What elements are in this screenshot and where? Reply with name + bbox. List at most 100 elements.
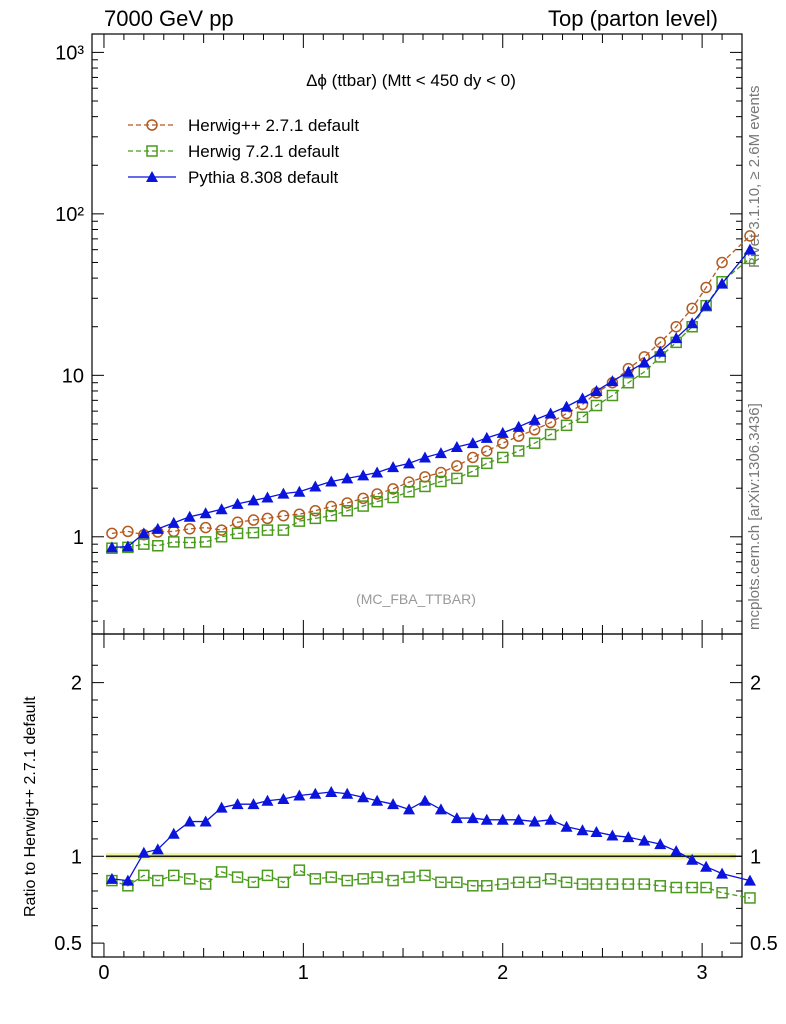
ratio-series-1 <box>105 786 756 886</box>
data-point <box>590 384 603 396</box>
ratio-data-point <box>167 869 180 882</box>
data-point <box>743 243 756 255</box>
ratio-y-tick-label: 1 <box>71 846 82 868</box>
data-point <box>744 230 756 242</box>
ratio-data-point <box>231 798 244 810</box>
ratio-data-point <box>357 873 369 885</box>
ratio-data-point <box>199 878 212 890</box>
ratio-data-point <box>137 846 150 858</box>
ratio-data-point <box>544 813 557 825</box>
data-point <box>622 365 635 377</box>
ratio-data-point <box>293 789 306 801</box>
data-point <box>560 400 573 412</box>
ratio-data-point <box>371 871 383 883</box>
data-point <box>325 500 338 513</box>
ratio-data-point <box>700 860 713 872</box>
series-0 <box>106 230 756 541</box>
main-panel: 1 10 10² 10³ Δϕ (ttbar) (Mtt < 450 dy < 0) (M… <box>55 33 756 635</box>
ratio-data-point <box>560 876 573 889</box>
data-point <box>576 392 589 404</box>
ratio-data-point <box>743 874 756 886</box>
data-point <box>151 522 164 534</box>
ratio-data-point <box>357 791 370 803</box>
data-point <box>167 516 180 528</box>
ratio-data-point <box>654 880 667 892</box>
data-point <box>293 485 306 497</box>
ratio-data-point <box>606 878 619 890</box>
data-point <box>418 451 431 463</box>
data-point <box>528 437 541 449</box>
data-point <box>293 515 306 527</box>
x-tick-label: 2 <box>497 962 508 984</box>
legend-marker <box>146 171 158 182</box>
ratio-data-point <box>590 825 603 837</box>
data-point <box>654 345 667 357</box>
ratio-data-point <box>606 829 619 841</box>
data-point <box>183 536 196 549</box>
data-point <box>451 472 463 485</box>
data-point <box>325 475 338 487</box>
ratio-data-point <box>183 815 196 827</box>
ratio-data-point <box>528 876 541 889</box>
ratio-data-point <box>371 794 384 806</box>
series-2 <box>105 243 756 553</box>
ratio-data-point <box>638 878 651 890</box>
data-point <box>496 437 509 449</box>
data-point <box>716 277 729 289</box>
ratio-data-point <box>590 878 603 890</box>
ratio-frame <box>91 633 743 958</box>
data-point <box>371 488 383 500</box>
data-point <box>341 497 353 509</box>
data-point <box>387 483 399 495</box>
y-tick-label: 10 <box>62 365 84 387</box>
data-point <box>606 389 619 402</box>
ratio-data-point <box>496 878 509 890</box>
ratio-data-point <box>261 869 274 882</box>
ratio-data-point <box>686 881 698 894</box>
data-point <box>496 426 509 438</box>
data-point <box>215 503 228 515</box>
data-point <box>199 521 212 534</box>
data-point <box>686 317 699 329</box>
ratio-data-point <box>293 864 306 876</box>
ratio-data-point <box>341 787 354 799</box>
data-point <box>309 512 322 525</box>
ratio-data-point <box>215 866 228 878</box>
ratio-data-point <box>512 813 525 825</box>
ratio-data-point <box>247 798 260 810</box>
data-point <box>481 457 493 470</box>
data-point <box>357 500 369 512</box>
ratio-data-point <box>341 874 353 887</box>
data-point <box>419 480 431 493</box>
data-point <box>544 428 557 441</box>
ratio-data-point <box>105 872 118 884</box>
ratio-data-point <box>261 794 274 806</box>
data-point <box>403 486 415 498</box>
data-point <box>528 413 541 425</box>
data-point <box>199 536 212 548</box>
analysis-watermark: (MC_FBA_TTBAR) <box>356 591 476 607</box>
ratio-data-point <box>466 812 479 824</box>
data-point <box>700 299 713 311</box>
data-point <box>183 523 196 535</box>
ratio-data-point <box>496 813 509 825</box>
data-point <box>451 460 463 472</box>
data-point <box>325 509 338 522</box>
legend-marker <box>146 145 158 157</box>
ratio-data-point <box>716 867 729 879</box>
ratio-data-point <box>622 878 635 890</box>
ratio-series-line <box>111 869 751 899</box>
series-line <box>111 249 751 549</box>
ratio-data-point <box>560 820 573 832</box>
data-point <box>261 524 274 536</box>
data-point <box>261 491 274 503</box>
ratio-data-point <box>309 787 322 799</box>
ratio-y-tick-label: 0.5 <box>54 933 82 955</box>
ratio-data-point <box>622 831 635 843</box>
data-point <box>512 445 525 457</box>
data-point <box>138 538 150 550</box>
series-1 <box>106 252 756 554</box>
ratio-y-tick-label-right: 2 <box>750 673 761 695</box>
data-point <box>466 437 479 449</box>
y-tick-label: 10³ <box>55 42 84 64</box>
